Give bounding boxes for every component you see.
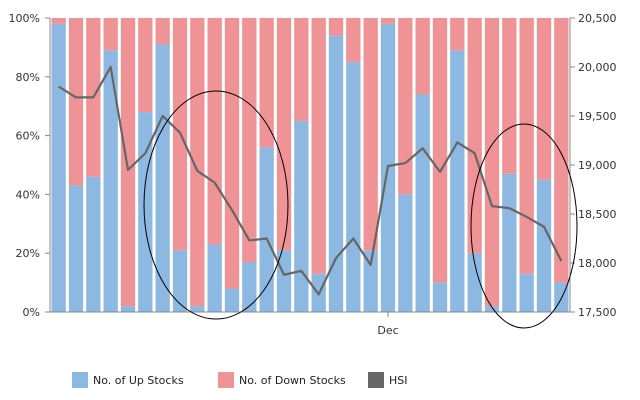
bar-up-stocks xyxy=(86,176,101,312)
bar-up-stocks xyxy=(68,185,84,312)
y-right-tick-label: 19,500 xyxy=(578,110,617,123)
y-right-tick-label: 20,000 xyxy=(578,61,617,74)
highlight-ellipse-left xyxy=(143,90,289,320)
legend-item: No. of Down Stocks xyxy=(218,372,346,388)
bar-up-stocks xyxy=(224,288,240,312)
bar-up-stocks xyxy=(328,35,344,312)
bar-up-stocks xyxy=(536,179,552,312)
bar-down-stocks xyxy=(380,18,396,24)
bar-up-stocks xyxy=(432,282,448,312)
bar-up-stocks xyxy=(363,250,378,312)
legend-label: No. of Up Stocks xyxy=(93,374,184,387)
bar-up-stocks xyxy=(207,244,222,312)
bar-up-stocks xyxy=(103,50,118,313)
bar-down-stocks xyxy=(484,18,500,307)
bar-down-stocks xyxy=(398,18,413,195)
bar-up-stocks xyxy=(398,194,413,312)
bar-down-stocks xyxy=(328,18,344,36)
bar-down-stocks xyxy=(51,18,66,24)
bar-up-stocks xyxy=(155,44,170,313)
bar-up-stocks xyxy=(120,306,136,312)
bar-up-stocks xyxy=(467,253,482,312)
bar-up-stocks xyxy=(51,23,66,312)
bar-down-stocks xyxy=(120,18,136,307)
y-left-tick-label: 0% xyxy=(23,306,40,319)
bar-down-stocks xyxy=(502,18,517,174)
legend-swatch xyxy=(72,372,88,388)
bar-down-stocks xyxy=(536,18,552,180)
bar-up-stocks xyxy=(415,94,430,312)
hsi-line xyxy=(58,65,563,296)
y-left-tick-label: 100% xyxy=(9,12,40,25)
bar-down-stocks xyxy=(294,18,309,121)
bar-down-stocks xyxy=(68,18,84,186)
y-right-tick-label: 18,000 xyxy=(578,257,617,270)
y-right-tick-label: 17,500 xyxy=(578,306,617,319)
bar-down-stocks xyxy=(224,18,240,289)
highlight-ellipse-right xyxy=(470,123,578,329)
y-left-tick-label: 60% xyxy=(16,130,40,143)
bar-up-stocks xyxy=(502,173,517,312)
bar-down-stocks xyxy=(242,18,257,263)
bar-down-stocks xyxy=(103,18,118,51)
bar-up-stocks xyxy=(519,273,534,312)
legend-label: HSI xyxy=(389,374,408,387)
legend-item: No. of Up Stocks xyxy=(72,372,184,388)
bar-down-stocks xyxy=(311,18,326,274)
bar-down-stocks xyxy=(259,18,274,148)
bar-up-stocks xyxy=(346,62,361,312)
bar-up-stocks xyxy=(172,250,188,312)
y-right-tick-label: 18,500 xyxy=(578,208,617,221)
y-right-tick-label: 19,000 xyxy=(578,159,617,172)
legend-label: No. of Down Stocks xyxy=(239,374,346,387)
bar-up-stocks xyxy=(259,147,274,312)
bar-down-stocks xyxy=(138,18,153,113)
y-left-tick-label: 80% xyxy=(16,71,40,84)
bar-down-stocks xyxy=(346,18,361,63)
x-tick-label: Dec xyxy=(377,324,398,337)
bar-up-stocks xyxy=(190,306,205,312)
bar-up-stocks xyxy=(294,120,309,313)
legend-swatch xyxy=(218,372,234,388)
legend-swatch xyxy=(368,372,384,388)
bar-down-stocks xyxy=(467,18,482,254)
bar-down-stocks xyxy=(190,18,205,307)
bar-up-stocks xyxy=(450,50,465,313)
bar-down-stocks xyxy=(554,18,569,283)
y-left-tick-label: 40% xyxy=(16,188,40,201)
bar-up-stocks xyxy=(242,262,257,312)
legend-item: HSI xyxy=(368,372,408,388)
y-right-tick-label: 20,500 xyxy=(578,12,617,25)
bar-down-stocks xyxy=(450,18,465,51)
bar-down-stocks xyxy=(432,18,448,283)
annotation-layer xyxy=(143,90,578,329)
bar-down-stocks xyxy=(519,18,534,274)
bar-down-stocks xyxy=(415,18,430,95)
y-left-tick-label: 20% xyxy=(16,247,40,260)
bar-down-stocks xyxy=(155,18,170,45)
bar-down-stocks xyxy=(276,18,292,251)
bar-up-stocks xyxy=(484,306,500,312)
bar-down-stocks xyxy=(363,18,378,251)
bar-down-stocks xyxy=(207,18,222,245)
